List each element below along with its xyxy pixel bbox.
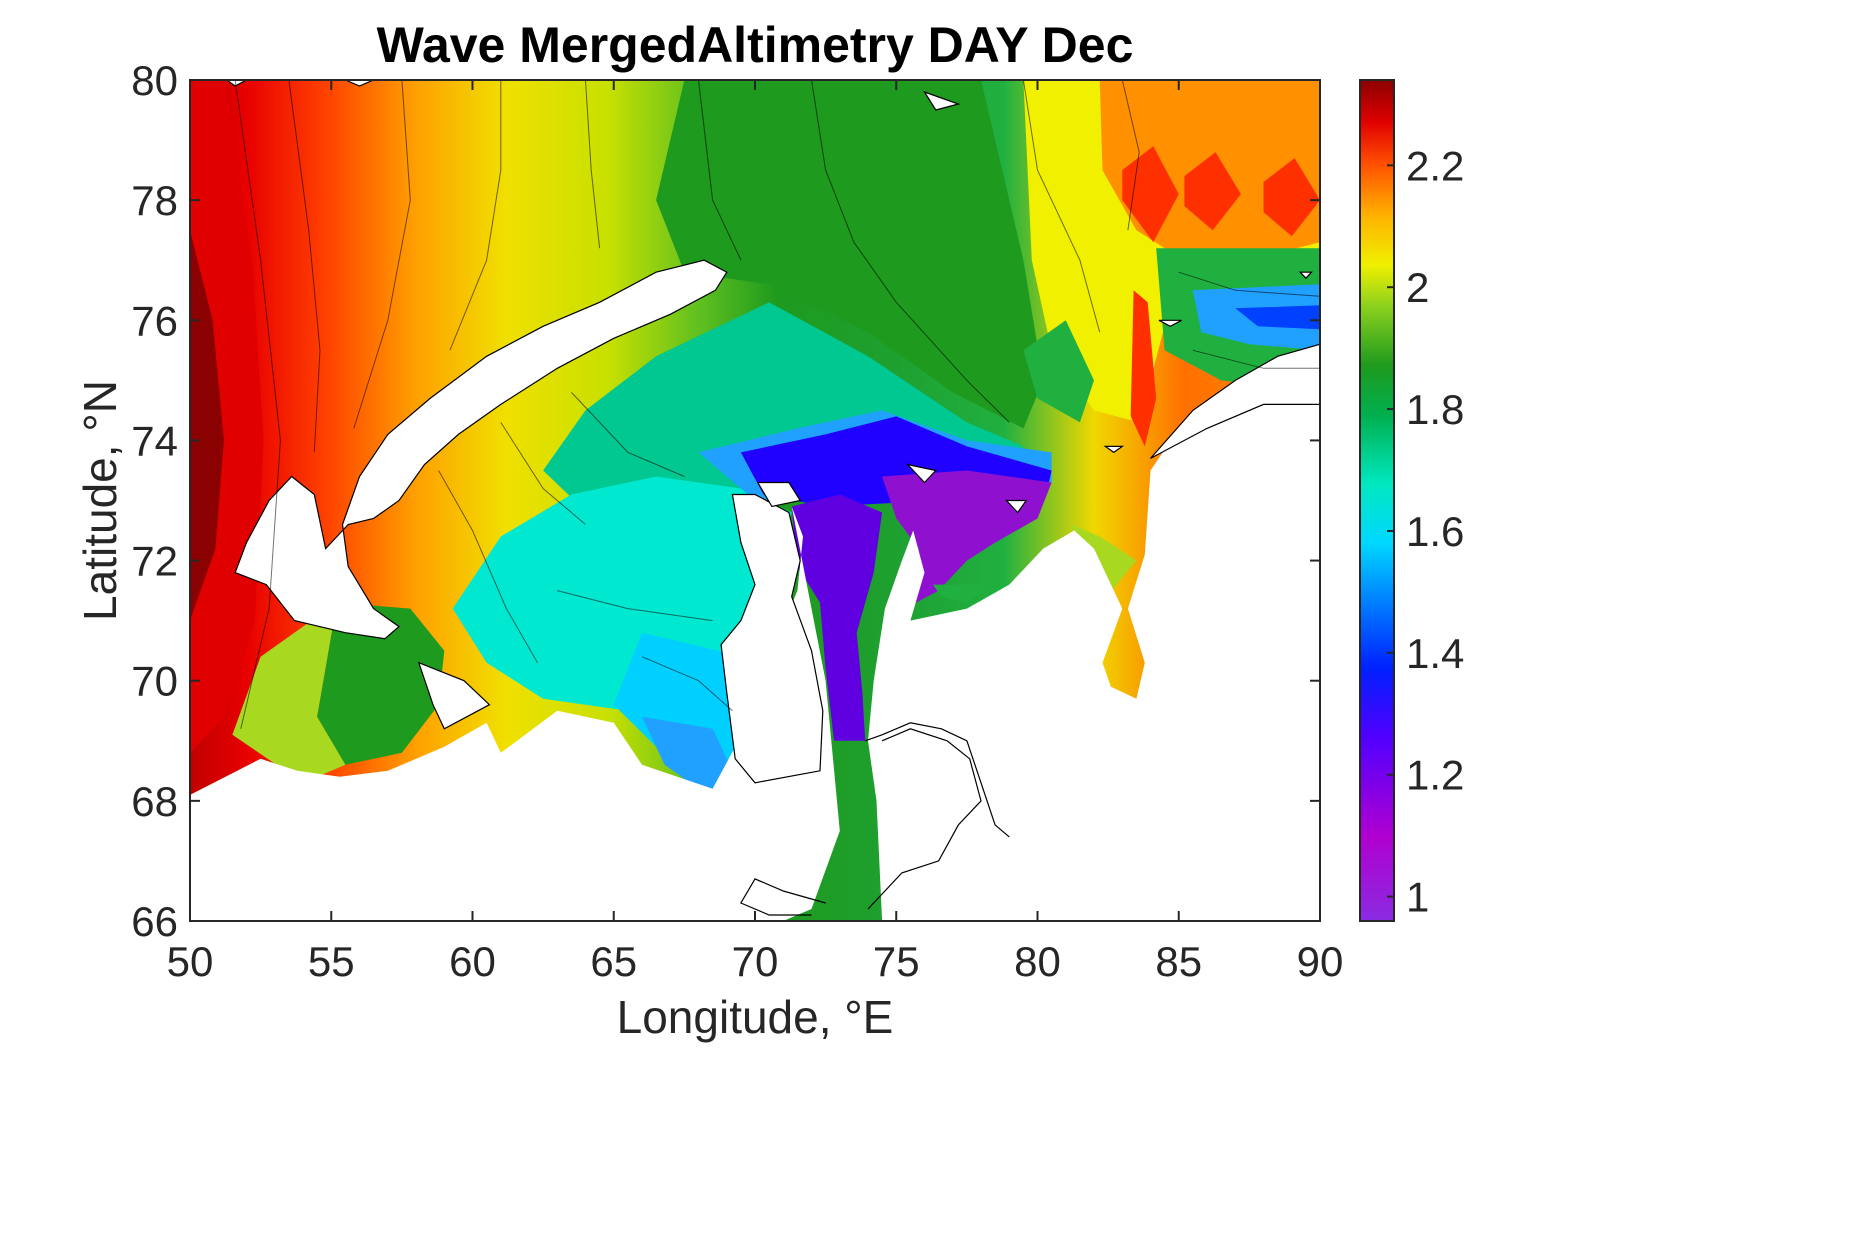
- y-tick-label: 72: [131, 538, 178, 585]
- x-tick-label: 60: [449, 938, 496, 985]
- y-axis-label: Latitude, °N: [74, 380, 126, 621]
- region-yenisei-green: [933, 584, 996, 603]
- colorbar-tick-label: 2.2: [1406, 142, 1464, 189]
- region-ne-dblue: [1235, 305, 1320, 330]
- chart-title: Wave MergedAltimetry DAY Dec: [377, 17, 1134, 73]
- colorbar-tick-label: 1.6: [1406, 508, 1464, 555]
- contour-line-5: [585, 80, 601, 249]
- contour-line-4: [449, 80, 502, 351]
- contour-line-10: [811, 80, 1010, 423]
- contour-line-6: [698, 80, 742, 261]
- contour-line-13: [641, 656, 733, 712]
- land-novaya-zemlya: [234, 259, 728, 640]
- contour-line-15: [1178, 271, 1320, 297]
- x-tick-label: 65: [590, 938, 637, 985]
- region-ne-red-c: [1263, 158, 1320, 237]
- colorbar-tick-label: 1.4: [1406, 630, 1464, 677]
- land-yamal: [720, 493, 824, 784]
- x-tick-label: 70: [732, 938, 779, 985]
- x-tick-label: 85: [1155, 938, 1202, 985]
- land-mainland-west: [190, 506, 840, 921]
- colorbar-tick-label: 2: [1406, 264, 1429, 311]
- colorbar-tick-label: 1: [1406, 874, 1429, 921]
- region-ob-gulf-violet: [791, 494, 883, 741]
- colorbar-tick-label: 1.2: [1406, 752, 1464, 799]
- x-tick-label: 75: [873, 938, 920, 985]
- contour-line-8: [500, 422, 586, 525]
- y-tick-label: 80: [131, 57, 178, 104]
- region-west-high: [190, 80, 264, 753]
- coastline-taz-gulf: [867, 728, 982, 910]
- x-tick-label: 80: [1014, 938, 1061, 985]
- x-tick-label: 50: [167, 938, 214, 985]
- contour-line-3: [353, 80, 411, 429]
- coastline-ob-mouth: [740, 878, 826, 916]
- region-pechora-green: [317, 602, 445, 765]
- y-tick-label: 76: [131, 297, 178, 344]
- x-tick-label: 90: [1297, 938, 1344, 985]
- region-west-max: [190, 230, 224, 621]
- region-ne-stripe: [1130, 290, 1157, 447]
- land-island-5: [225, 80, 247, 87]
- contour-line-7: [438, 470, 538, 663]
- y-tick-label: 66: [131, 898, 178, 945]
- contour-line-12: [1121, 80, 1140, 231]
- y-tick-label: 70: [131, 658, 178, 705]
- coastline-gydan-east: [864, 722, 1010, 838]
- contour-line-14: [557, 590, 713, 622]
- land-island-8: [1103, 445, 1125, 454]
- colorbar: [1359, 79, 1395, 922]
- contour-line-11: [1022, 80, 1101, 333]
- x-tick-label: 55: [308, 938, 355, 985]
- land-island-6: [345, 80, 374, 87]
- contour-line-9: [571, 392, 685, 477]
- land-vaygach: [417, 661, 491, 730]
- land-island-7: [1158, 319, 1182, 327]
- y-tick-label: 74: [131, 417, 178, 464]
- contour-line-2: [288, 80, 321, 453]
- y-tick-label: 68: [131, 778, 178, 825]
- land-island-9: [1298, 271, 1313, 280]
- y-tick-label: 78: [131, 177, 178, 224]
- land-island-4: [923, 90, 961, 111]
- land-island-3: [1005, 499, 1028, 514]
- region-kara-mid-teal: [543, 302, 1024, 525]
- region-mid-green-lobe: [1023, 320, 1094, 423]
- contour-line-1: [234, 80, 281, 729]
- region-baydara-blue: [642, 716, 733, 795]
- contour-line-16: [1192, 349, 1320, 369]
- colorbar-tick-label: 1.8: [1406, 386, 1464, 433]
- land-east-mainland: [868, 386, 1320, 921]
- region-kara-north-green: [656, 80, 1044, 429]
- land-island-1: [756, 481, 802, 508]
- land-island-2: [905, 463, 937, 484]
- region-pechora-ygreen: [232, 602, 346, 783]
- region-ne-red-b: [1184, 152, 1241, 231]
- land-taymyr: [1150, 343, 1320, 459]
- x-axis-label: Longitude, °E: [617, 991, 894, 1043]
